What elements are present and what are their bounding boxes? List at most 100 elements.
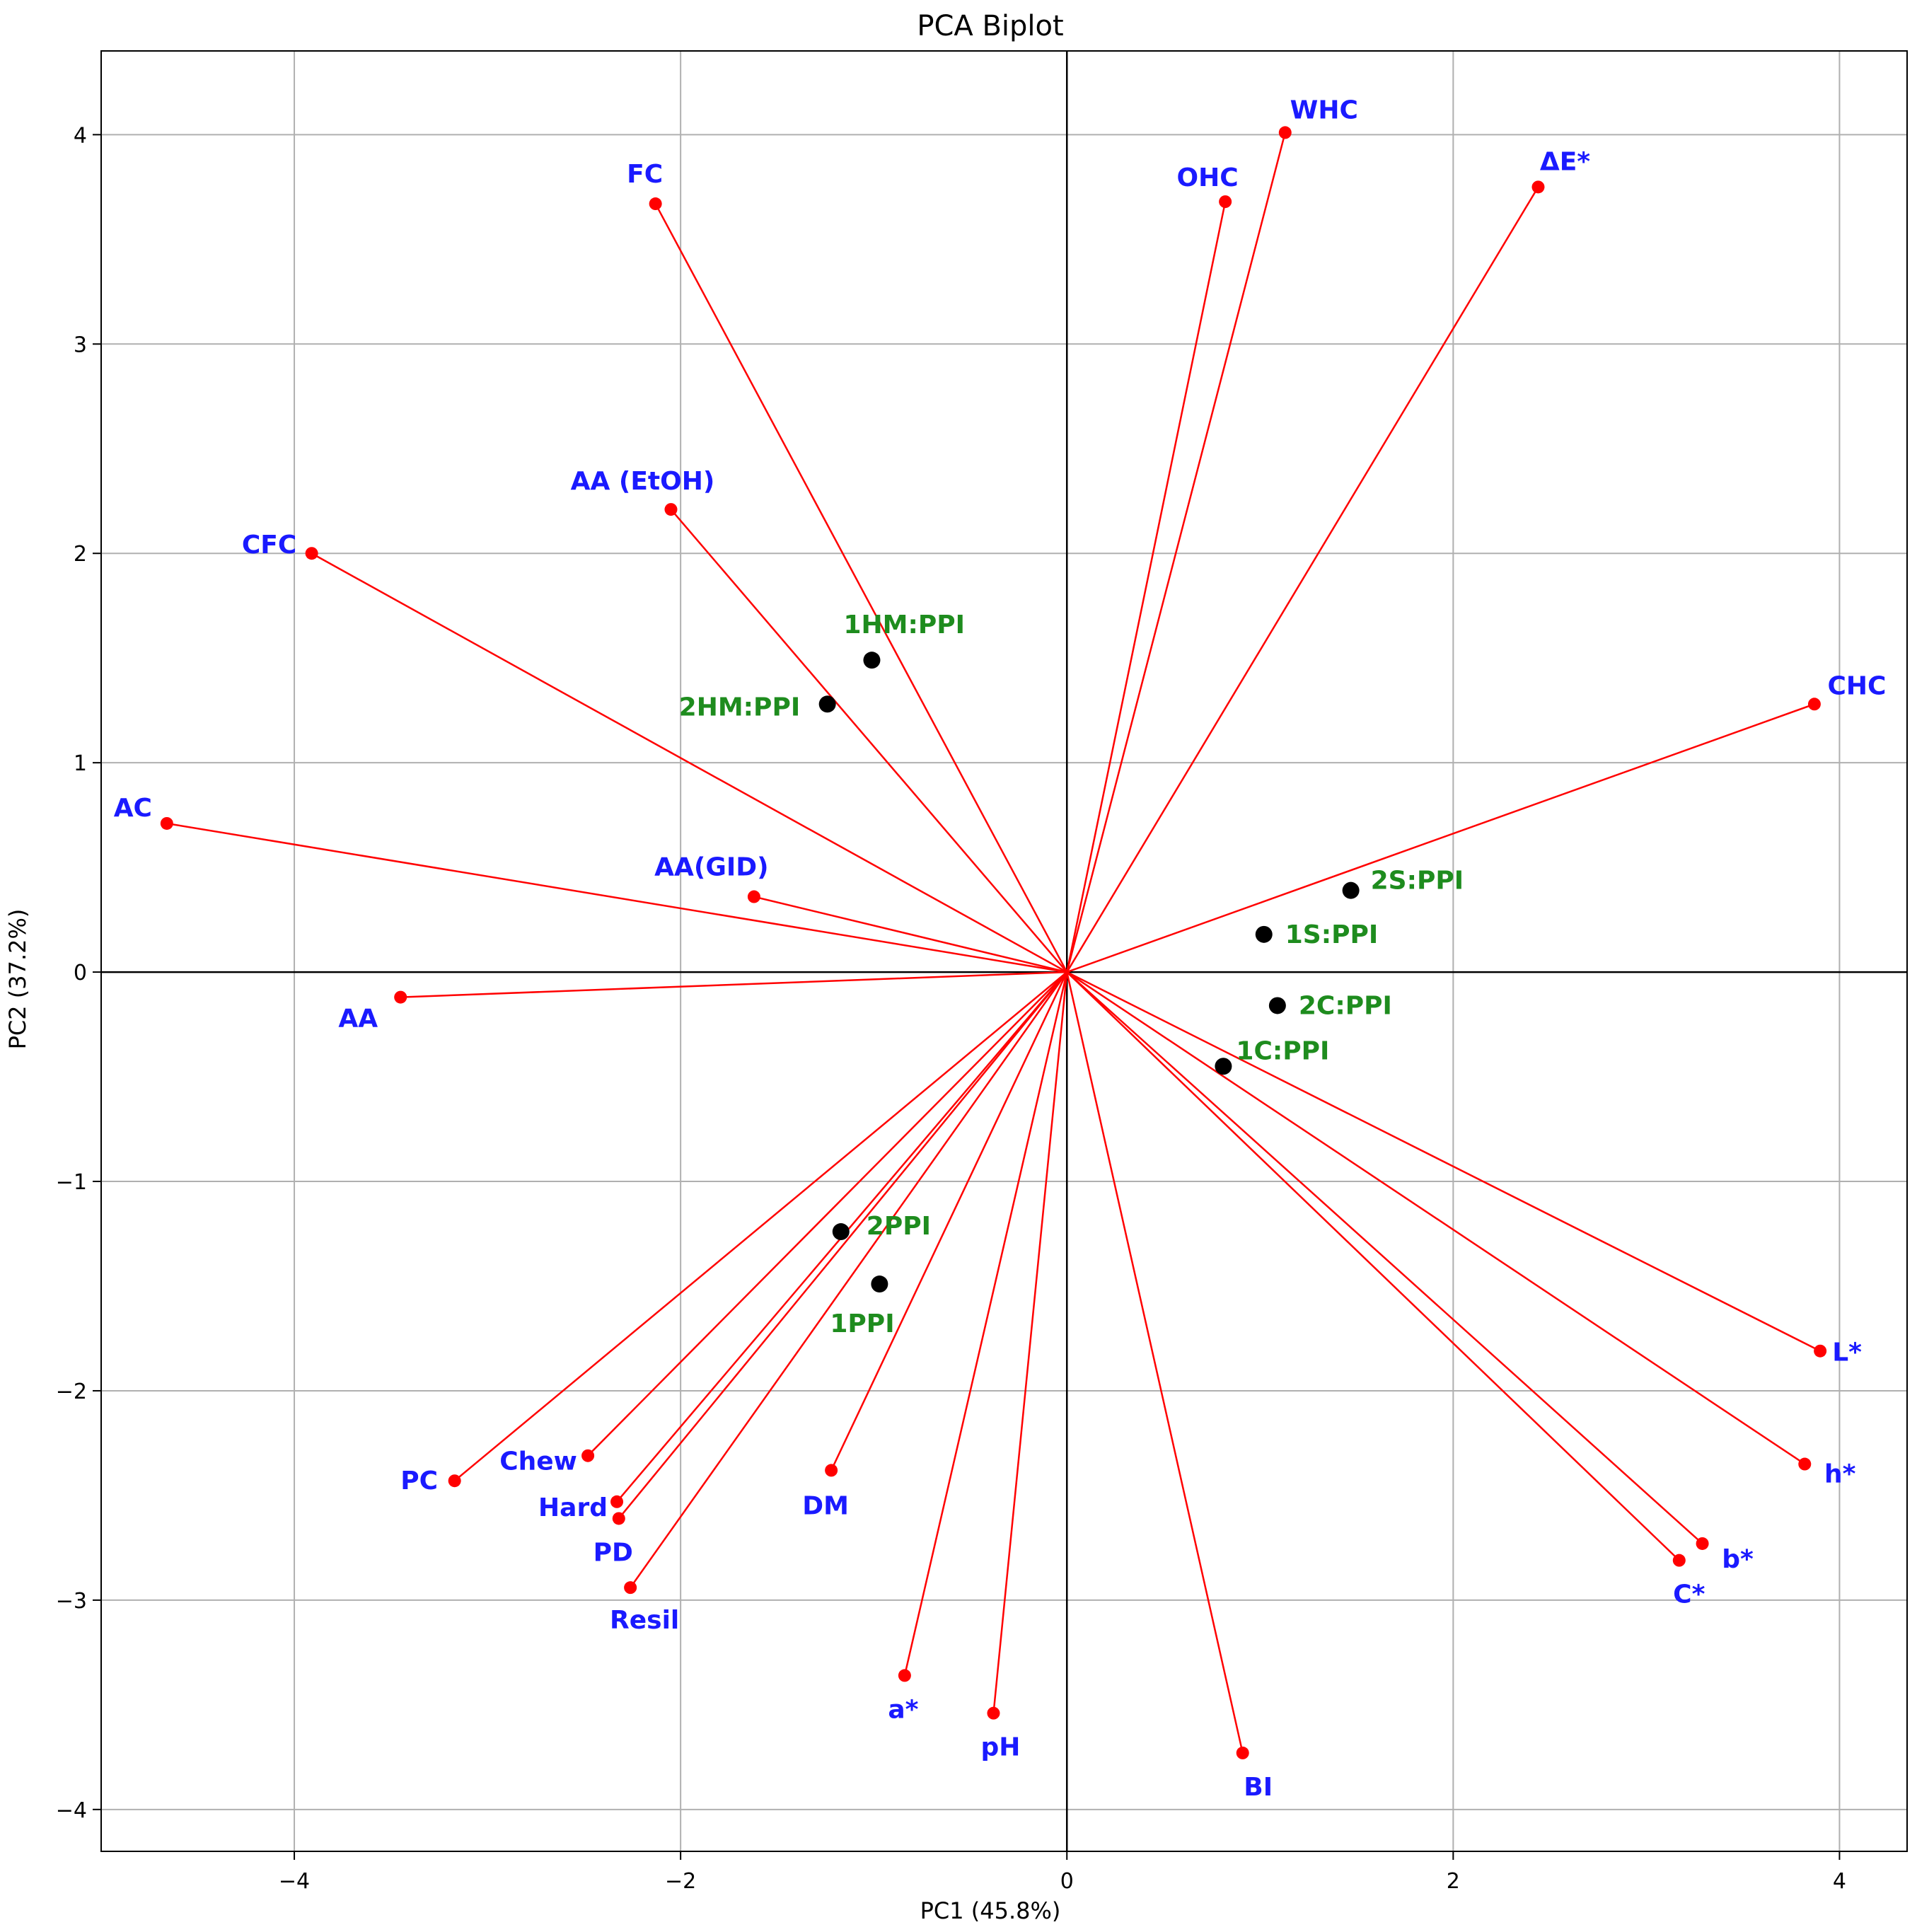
sample-label: 2PPI <box>867 1212 931 1241</box>
x-tick-label: −2 <box>665 1869 696 1894</box>
loading-line <box>311 553 1067 973</box>
variable-label: h* <box>1824 1460 1856 1489</box>
y-tick-label: −2 <box>56 1379 87 1404</box>
loading-point <box>747 890 760 903</box>
score-point <box>863 652 881 669</box>
loading-point <box>394 990 407 1004</box>
loading-point <box>898 1669 911 1682</box>
y-tick-label: 0 <box>74 961 87 985</box>
y-axis-label: PC2 (37.2%) <box>4 909 31 1050</box>
grid-lines <box>101 51 1907 1851</box>
variable-label: DM <box>802 1491 849 1520</box>
loading-line <box>1066 971 1244 1754</box>
loading-line <box>992 971 1068 1713</box>
loading-line <box>1066 703 1815 973</box>
plot-frame <box>100 50 1908 1852</box>
y-tick-label: 2 <box>74 542 87 567</box>
loading-line <box>1066 132 1286 973</box>
score-point <box>1255 925 1273 943</box>
loading-line <box>830 971 1068 1471</box>
sample-label: 1S:PPI <box>1285 920 1379 949</box>
sample-label: 2C:PPI <box>1299 991 1392 1020</box>
loading-line <box>1066 201 1227 973</box>
variable-label: pH <box>981 1733 1021 1762</box>
score-point <box>1342 881 1360 899</box>
loading-line <box>630 971 1068 1588</box>
score-points <box>818 652 1360 1293</box>
variable-label: AA (EtOH) <box>571 467 715 496</box>
variable-label: OHC <box>1177 163 1239 192</box>
variable-label: Chew <box>499 1447 577 1476</box>
variable-label: AA(GID) <box>654 853 768 882</box>
loading-point <box>1807 698 1821 711</box>
variable-label: CHC <box>1827 671 1886 700</box>
variable-label: FC <box>627 160 663 189</box>
loading-line <box>166 822 1067 973</box>
sample-label: 2HM:PPI <box>679 693 801 722</box>
loading-point <box>825 1464 838 1477</box>
variable-label: Resil <box>610 1606 679 1635</box>
loading-line <box>1066 971 1805 1465</box>
zero-axis-lines <box>101 51 1907 1851</box>
x-tick-label: 0 <box>1060 1869 1074 1894</box>
loading-line <box>1066 971 1821 1352</box>
sample-label: 1C:PPI <box>1236 1036 1329 1065</box>
score-point <box>832 1223 850 1241</box>
x-axis-ticks: −4 −2 0 2 4 <box>279 1851 1846 1894</box>
loading-point <box>1814 1344 1827 1358</box>
variable-label: WHC <box>1290 96 1358 125</box>
loading-point <box>1798 1457 1812 1471</box>
loading-line <box>618 971 1068 1520</box>
loading-line <box>1066 186 1539 973</box>
loading-line <box>453 971 1068 1482</box>
variable-label: b* <box>1722 1545 1754 1574</box>
loading-point <box>610 1495 624 1508</box>
y-tick-label: 1 <box>74 751 87 776</box>
variable-label: a* <box>888 1695 918 1724</box>
y-tick-label: −3 <box>56 1589 87 1614</box>
y-tick-label: 4 <box>74 123 87 148</box>
score-point <box>1215 1058 1232 1075</box>
score-point <box>871 1276 888 1293</box>
variable-label: ΔE* <box>1540 147 1590 176</box>
variable-label: C* <box>1673 1580 1705 1609</box>
x-tick-label: −4 <box>279 1869 310 1894</box>
variable-label: BI <box>1244 1773 1273 1802</box>
loading-line <box>400 971 1067 998</box>
loading-point <box>612 1512 625 1525</box>
loading-point <box>1672 1554 1686 1567</box>
loading-line <box>587 971 1068 1457</box>
loading-line <box>753 896 1067 973</box>
y-tick-label: 3 <box>74 332 87 357</box>
x-axis-label: PC1 (45.8%) <box>920 1897 1061 1924</box>
loading-point <box>664 503 678 516</box>
variable-label: L* <box>1832 1338 1862 1367</box>
loading-line <box>654 203 1068 973</box>
variable-label: PC <box>400 1467 438 1496</box>
loading-point <box>448 1474 461 1488</box>
loading-point <box>305 547 318 560</box>
loading-point <box>1219 195 1232 209</box>
y-tick-label: −4 <box>56 1798 87 1823</box>
loading-point <box>1278 126 1292 139</box>
loading-line <box>903 971 1068 1676</box>
sample-label: 1HM:PPI <box>843 611 965 640</box>
x-tick-label: 2 <box>1447 1869 1460 1894</box>
loading-point <box>624 1581 637 1595</box>
score-point <box>818 695 836 713</box>
y-axis-ticks: −4 −3 −2 −1 0 1 2 3 4 <box>56 123 101 1823</box>
sample-label: 1PPI <box>830 1309 894 1338</box>
loading-point <box>1236 1746 1249 1759</box>
loading-point <box>1696 1537 1709 1550</box>
loading-point <box>160 816 173 830</box>
y-tick-label: −1 <box>56 1170 87 1195</box>
score-point <box>1268 997 1286 1014</box>
loading-vectors <box>160 126 1827 1759</box>
point-labels: WHC OHC ΔE* FC AA (EtOH) CFC CHC AC AA(GID) AA L* h… <box>114 96 1887 1802</box>
loading-line <box>670 509 1068 973</box>
loading-point <box>987 1706 1000 1720</box>
variable-label: PD <box>593 1538 633 1567</box>
loading-point <box>649 197 662 211</box>
